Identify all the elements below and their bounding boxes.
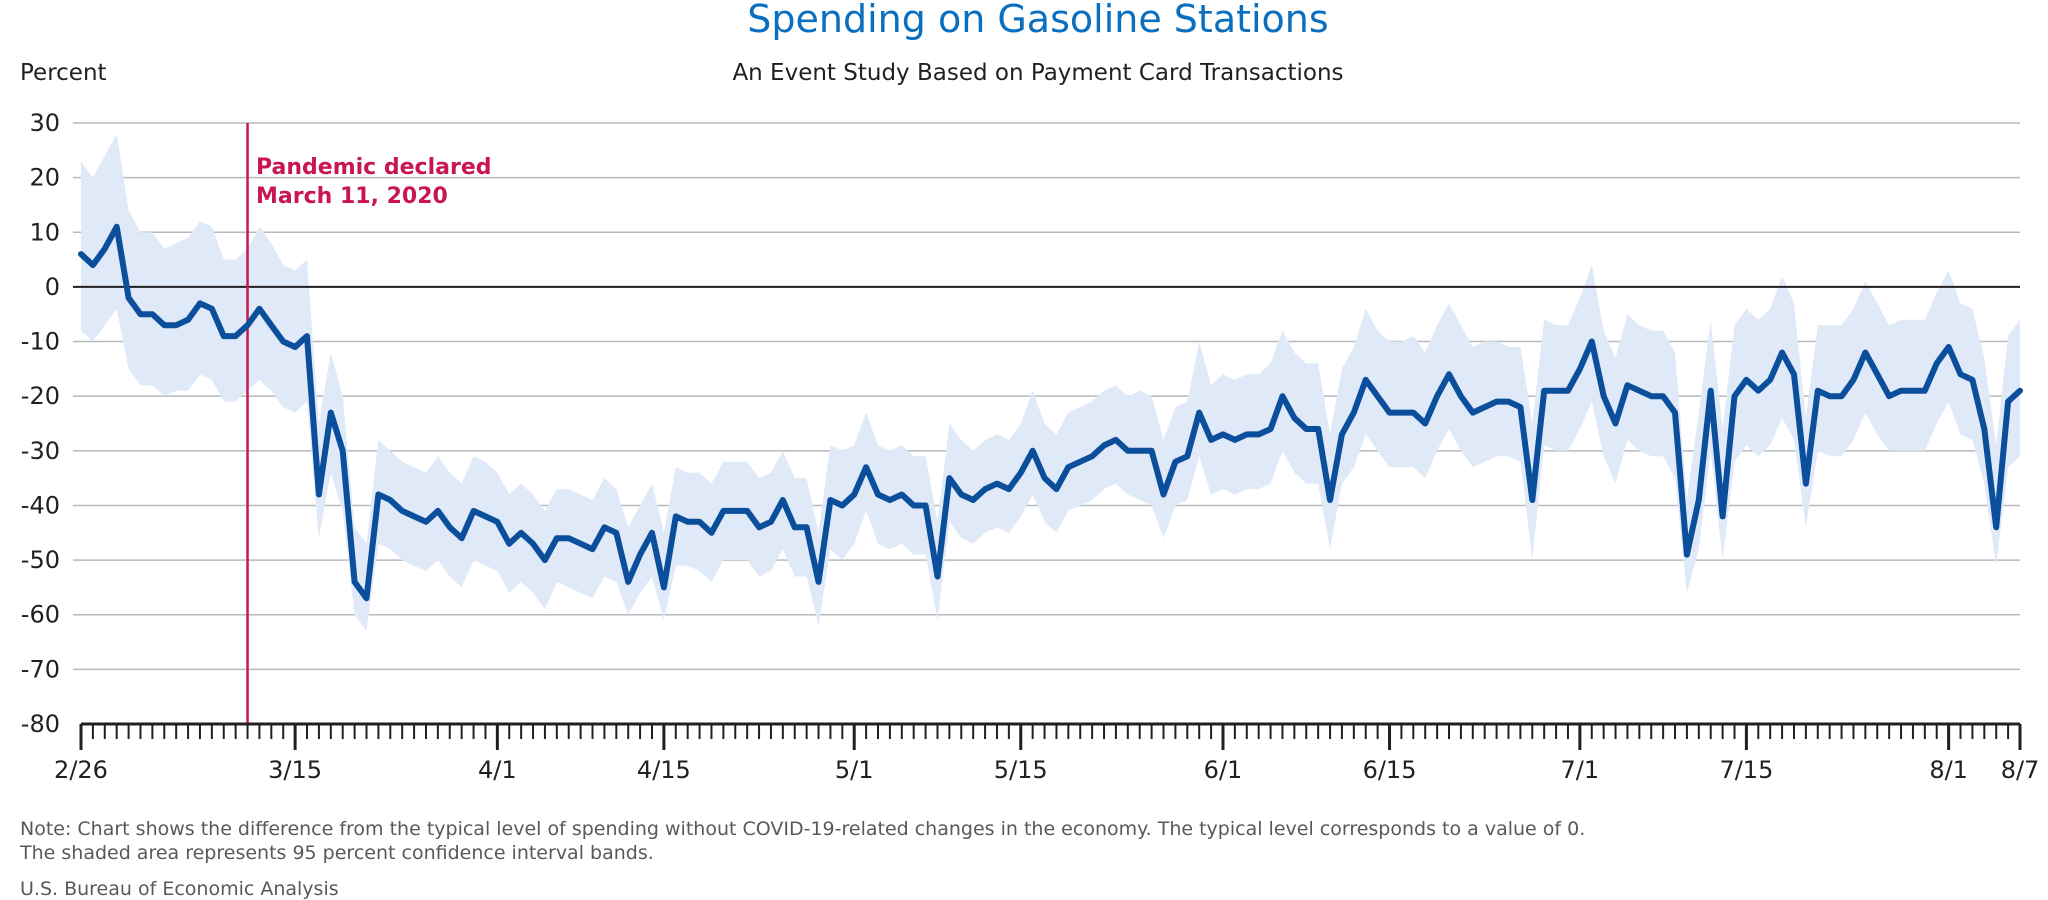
y-tick-label: 0	[45, 273, 60, 301]
chart-note-line2: The shaded area represents 95 percent co…	[20, 842, 654, 864]
x-tick-label: 3/15	[268, 756, 322, 784]
y-tick-label: -60	[21, 601, 60, 629]
chart-note-line1: Note: Chart shows the difference from th…	[20, 818, 1586, 840]
x-tick-label: 7/1	[1561, 756, 1600, 784]
x-tick-label: 6/15	[1363, 756, 1417, 784]
y-tick-label: -30	[21, 437, 60, 465]
source-credit: U.S. Bureau of Economic Analysis	[20, 878, 339, 900]
chart-subtitle: An Event Study Based on Payment Card Tra…	[732, 60, 1343, 86]
y-tick-label: -80	[21, 710, 60, 738]
series-group	[78, 223, 2023, 602]
chart: Spending on Gasoline Stations An Event S…	[20, 0, 2040, 784]
y-axis: 30 20 10 0 -10 -20 -30 -40 -50 -60 -70 -80	[21, 109, 60, 738]
confidence-band-group	[81, 133, 2020, 632]
confidence-band	[81, 133, 2020, 632]
x-tick-label: 2/26	[54, 756, 108, 784]
y-tick-label: 30	[29, 109, 60, 137]
x-tick-label: 8/1	[1929, 756, 1968, 784]
x-tick-label: 6/1	[1204, 756, 1243, 784]
y-tick-label: -70	[21, 655, 60, 683]
x-axis: 2/26 3/15 4/1 4/15 5/1 5/15 6/1 6/15 7/1 7/15 8/1 8…	[54, 722, 2040, 784]
y-tick-label: 10	[29, 218, 60, 246]
x-tick-label: 8/7	[2001, 756, 2040, 784]
y-tick-label: -50	[21, 546, 60, 574]
x-tick-label: 4/1	[478, 756, 517, 784]
y-tick-label: -10	[21, 328, 60, 356]
y-tick-label: -20	[21, 382, 60, 410]
chart-title: Spending on Gasoline Stations	[747, 0, 1328, 41]
annotation-text-line2: March 11, 2020	[256, 184, 448, 209]
y-tick-label: 20	[29, 164, 60, 192]
annotation-text-line1: Pandemic declared	[256, 155, 492, 180]
annotation-group: Pandemic declared March 11, 2020	[246, 123, 492, 724]
series-line	[78, 223, 2023, 602]
y-tick-label: -40	[21, 491, 60, 519]
x-tick-label: 5/15	[994, 756, 1048, 784]
x-tick-label: 5/1	[835, 756, 874, 784]
y-axis-label: Percent	[20, 60, 107, 86]
x-tick-label: 4/15	[637, 756, 691, 784]
x-tick-label: 7/15	[1719, 756, 1773, 784]
